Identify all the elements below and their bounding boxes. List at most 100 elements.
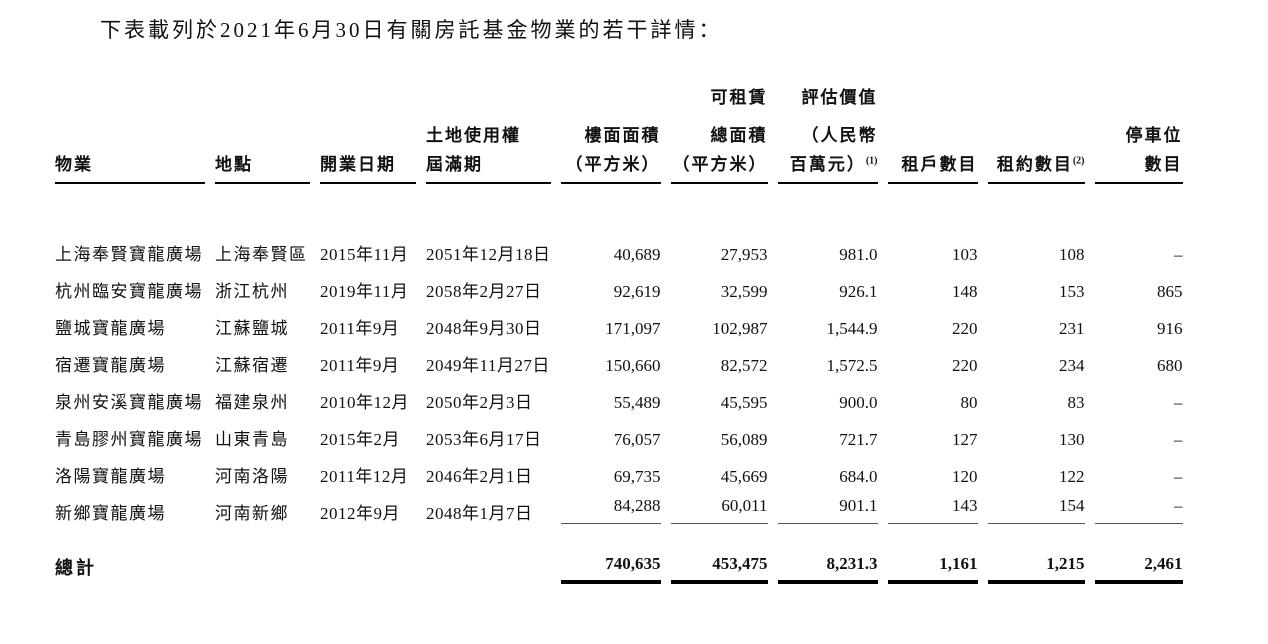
column-header: 可租賃: [710, 87, 768, 107]
total-cell: 1,161: [887, 550, 978, 598]
column-header: [1095, 70, 1183, 108]
table-cell: –: [1174, 393, 1183, 412]
table-header: 可租賃 評估價值 土地使用權 樓面面積 總面積 （人民幣 停車位 物業 地點 開業日期 屆滿期 （平方…: [55, 70, 1183, 184]
table-cell: –: [1174, 467, 1183, 486]
column-header: 土地使用權: [426, 125, 521, 145]
table-cell: 2011年9月: [320, 319, 400, 338]
column-header: [55, 108, 205, 146]
table-cell: 148: [952, 282, 978, 301]
table-cell: 新鄉寶龍廣場: [55, 504, 166, 523]
column-header: [888, 108, 978, 146]
table-cell: 32,599: [720, 282, 768, 301]
table-cell: 130: [1059, 430, 1085, 449]
header-row: 土地使用權 樓面面積 總面積 （人民幣 停車位: [55, 108, 1183, 146]
total-cell: 8,231.3: [777, 550, 878, 598]
column-header: （平方米）: [670, 146, 768, 184]
table-cell: 103: [952, 245, 978, 264]
table-cell: 153: [1059, 282, 1085, 301]
document-page: 下表載列於2021年6月30日有關房託基金物業的若干詳情： 可租賃 評估價值 土地使…: [0, 14, 1268, 644]
table-cell: –: [1174, 430, 1183, 449]
table-cell: 2048年1月7日: [426, 504, 533, 523]
double-rule: [777, 580, 878, 584]
column-header: 屆滿期: [426, 146, 551, 184]
table-cell: 80: [960, 393, 978, 412]
table-cell: 92,619: [613, 282, 661, 301]
table-cell: –: [1174, 245, 1183, 264]
column-header: [888, 70, 978, 108]
table-cell: 1,572.5: [826, 356, 878, 375]
table-cell: 鹽城寶龍廣場: [55, 319, 166, 338]
table-row: 杭州臨安寶龍廣場 浙江杭州 2019年11月 2058年2月27日 92,619 32,5…: [55, 265, 1183, 302]
table-cell: 680: [1157, 356, 1183, 375]
table-cell: 220: [952, 319, 978, 338]
table-cell: 60,011: [670, 487, 768, 524]
table-cell: 154: [987, 487, 1085, 524]
table-cell: 981.0: [839, 245, 878, 264]
table-cell: 2019年11月: [320, 282, 409, 301]
table-row: 洛陽寶龍廣場 河南洛陽 2011年12月 2046年2月1日 69,735 45,669 6…: [55, 450, 1183, 487]
total-value: 453,475: [712, 554, 768, 573]
table-cell: 河南洛陽: [215, 467, 289, 486]
table-cell: 84,288: [560, 487, 661, 524]
total-cell: 453,475: [670, 550, 768, 598]
table-footer: 總計 740,635 453,475 8,231.3 1,161 1,215 2,461: [55, 524, 1183, 598]
table-cell: –: [1094, 487, 1183, 524]
table-cell: 上海奉賢寶龍廣場: [55, 245, 203, 264]
table-cell: 27,953: [720, 245, 768, 264]
double-rule: [670, 580, 768, 584]
table-cell: 泉州安溪寶龍廣場: [55, 393, 203, 412]
table-cell: 916: [1157, 319, 1183, 338]
table-cell: 234: [1059, 356, 1085, 375]
column-header: [215, 108, 310, 146]
table-cell: 220: [952, 356, 978, 375]
column-header: 評估價值: [801, 87, 878, 107]
column-header: 總面積: [710, 125, 768, 145]
total-value: 8,231.3: [826, 554, 878, 573]
table-cell: 900.0: [839, 393, 878, 412]
table-cell: 2010年12月: [320, 393, 409, 412]
column-header: 租約數目(2): [987, 146, 1085, 184]
table-cell: 江蘇鹽城: [215, 319, 289, 338]
table-cell: 40,689: [613, 245, 661, 264]
footnote-marker: (2): [1072, 155, 1085, 167]
table-cell: 福建泉州: [215, 393, 289, 412]
table-cell: 2049年11月27日: [426, 356, 550, 375]
table-cell: 浙江杭州: [215, 282, 289, 301]
total-cell: 1,215: [987, 550, 1085, 598]
column-header: 物業: [55, 146, 205, 184]
table-row: 青島膠州寶龍廣場 山東青島 2015年2月 2053年6月17日 76,057 56,08…: [55, 413, 1183, 450]
column-header: 停車位: [1125, 125, 1183, 145]
table-cell: 江蘇宿遷: [215, 356, 289, 375]
column-header: [320, 70, 416, 108]
table-row: 宿遷寶龍廣場 江蘇宿遷 2011年9月 2049年11月27日 150,660 82,57…: [55, 339, 1183, 376]
table-cell: 2053年6月17日: [426, 430, 542, 449]
header-row: 物業 地點 開業日期 屆滿期 （平方米） （平方米） 百萬元）(1) 租戶數目 租約數目(2) 數…: [55, 146, 1183, 184]
table-cell: 2015年2月: [320, 430, 400, 449]
table-cell: 127: [952, 430, 978, 449]
column-header: [561, 70, 661, 108]
table-cell: 865: [1157, 282, 1183, 301]
total-cell: 2,461: [1094, 550, 1183, 598]
table-cell: 102,987: [712, 319, 768, 338]
total-label: 總計: [55, 558, 97, 578]
double-rule: [987, 580, 1085, 584]
table-cell: 山東青島: [215, 430, 289, 449]
table-cell: 120: [952, 467, 978, 486]
table-cell: 青島膠州寶龍廣場: [55, 430, 203, 449]
column-header: [426, 70, 551, 108]
empty-cell: [320, 550, 416, 598]
table-cell: 108: [1059, 245, 1085, 264]
empty-cell: [215, 550, 310, 598]
table-cell: 上海奉賢區: [215, 245, 308, 264]
table-cell: 83: [1067, 393, 1085, 412]
column-header: [55, 70, 205, 108]
double-rule: [887, 580, 978, 584]
column-header: 數目: [1094, 146, 1183, 184]
table-cell: 150,660: [605, 356, 661, 375]
table-cell: 2058年2月27日: [426, 282, 542, 301]
column-header: （平方米）: [560, 146, 661, 184]
table-cell: 721.7: [839, 430, 878, 449]
total-value: 740,635: [605, 554, 661, 573]
double-rule: [560, 580, 661, 584]
total-value: 1,215: [1046, 554, 1085, 573]
